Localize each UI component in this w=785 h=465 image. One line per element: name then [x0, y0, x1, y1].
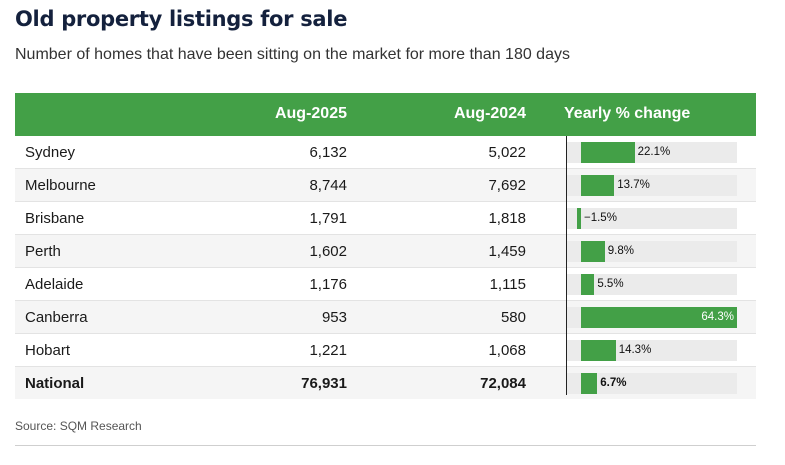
change-bar-track: 9.8% [566, 241, 737, 262]
value-aug-2025: 953 [321, 309, 347, 326]
change-bar [577, 208, 581, 229]
table-row: National 76,931 72,084 6.7% [15, 367, 756, 399]
value-aug-2024: 1,068 [488, 342, 526, 359]
table-body: Sydney 6,132 5,022 22.1% Melbourne 8,744 7,692… [15, 136, 756, 399]
table-row: Adelaide 1,176 1,115 5.5% [15, 268, 756, 301]
value-aug-2024: 580 [500, 309, 526, 326]
header-yearly-change: Yearly % change [564, 105, 691, 122]
change-bar [581, 274, 595, 295]
change-bar-track: −1.5% [566, 208, 737, 229]
change-label: 5.5% [597, 278, 624, 290]
city-name: Brisbane [25, 210, 85, 227]
value-aug-2024: 5,022 [488, 144, 526, 161]
change-bar-track: 64.3% [566, 307, 737, 328]
change-bar [581, 307, 737, 328]
value-aug-2025: 1,602 [309, 243, 347, 260]
change-label: 9.8% [607, 245, 634, 257]
city-name: Canberra [25, 309, 88, 326]
chart-title: Old property listings for sale [15, 7, 348, 31]
header-aug-2024: Aug-2024 [453, 105, 526, 122]
change-label: 64.3% [701, 311, 734, 323]
change-bar-track: 6.7% [566, 373, 737, 394]
change-bar-track: 22.1% [566, 142, 737, 163]
change-label: 14.3% [618, 344, 652, 356]
table-row: Canberra 953 580 64.3% [15, 301, 756, 334]
value-aug-2025: 1,176 [309, 276, 347, 293]
change-bar [581, 142, 635, 163]
listings-table: Aug-2025 Aug-2024 Yearly % change Sydney… [15, 93, 756, 399]
city-name: Hobart [25, 342, 71, 359]
change-label: −1.5% [584, 212, 617, 224]
city-name: Perth [25, 243, 61, 260]
city-name: National [25, 375, 85, 392]
change-label: 13.7% [617, 179, 650, 191]
change-bar [581, 241, 605, 262]
table-row: Perth 1,602 1,459 9.8% [15, 235, 756, 268]
change-label: 6.7% [600, 377, 627, 389]
table-row: Melbourne 8,744 7,692 13.7% [15, 169, 756, 202]
zero-axis-line [566, 136, 567, 395]
footer-divider [15, 445, 756, 446]
city-name: Melbourne [25, 177, 96, 194]
value-aug-2025: 1,791 [309, 210, 347, 227]
change-label: 22.1% [637, 146, 671, 158]
change-bar-track: 14.3% [566, 340, 737, 361]
table-row: Sydney 6,132 5,022 22.1% [15, 136, 756, 169]
value-aug-2024: 7,692 [488, 177, 526, 194]
value-aug-2025: 6,132 [309, 144, 347, 161]
header-aug-2025: Aug-2025 [274, 105, 347, 122]
city-name: Sydney [25, 144, 76, 161]
value-aug-2024: 1,818 [488, 210, 526, 227]
value-aug-2025: 1,221 [309, 342, 347, 359]
chart-subtitle: Number of homes that have been sitting o… [15, 46, 570, 63]
value-aug-2024: 1,115 [489, 276, 526, 293]
table-row: Hobart 1,221 1,068 14.3% [15, 334, 756, 367]
value-aug-2024: 1,459 [488, 243, 526, 260]
city-name: Adelaide [25, 276, 84, 293]
table-row: Brisbane 1,791 1,818 −1.5% [15, 202, 756, 235]
change-bar [581, 340, 616, 361]
change-bar [581, 373, 598, 394]
source-note: Source: SQM Research [15, 419, 142, 433]
table-header: Aug-2025 Aug-2024 Yearly % change [15, 93, 756, 136]
value-aug-2024: 72,084 [480, 375, 526, 392]
change-bar-track: 13.7% [566, 175, 737, 196]
change-bar [581, 175, 615, 196]
value-aug-2025: 76,931 [301, 375, 347, 392]
value-aug-2025: 8,744 [309, 177, 347, 194]
change-bar-track: 5.5% [566, 274, 737, 295]
